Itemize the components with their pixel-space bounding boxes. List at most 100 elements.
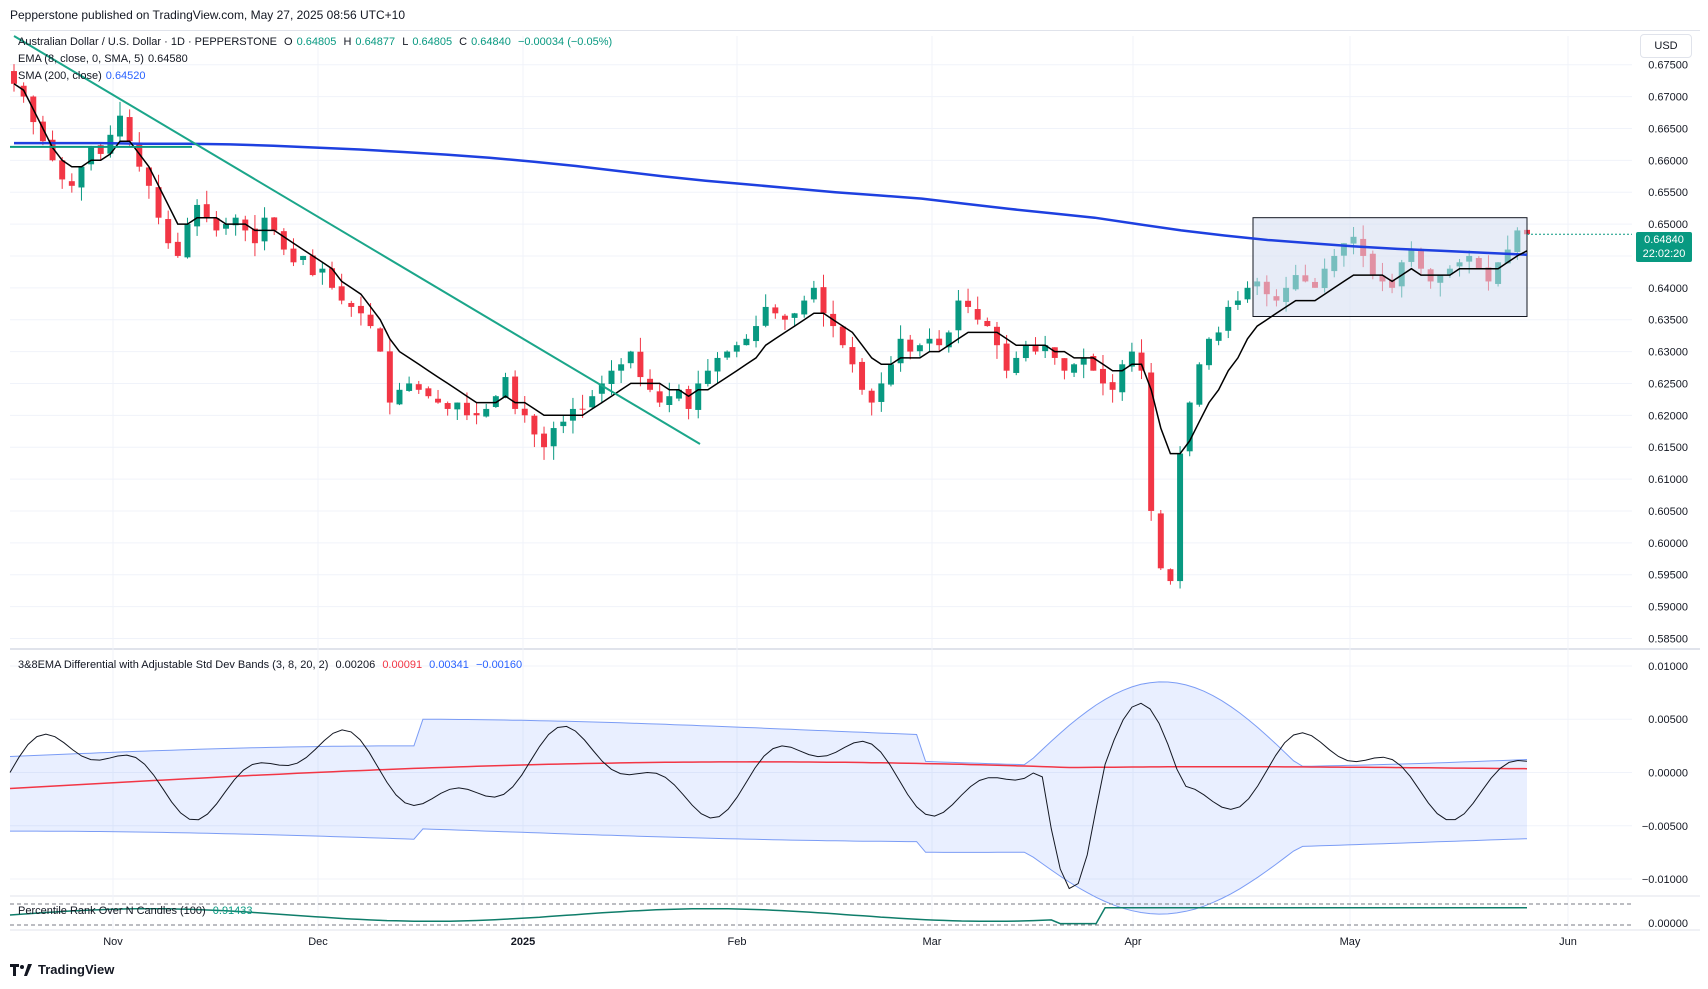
- candle-body: [1071, 364, 1078, 373]
- price-tick-label: 0.65500: [1648, 187, 1688, 199]
- candle-body: [184, 224, 191, 258]
- candle-body: [435, 398, 442, 403]
- price-tick-label: 0.59000: [1648, 602, 1688, 614]
- sma-200-line: [14, 141, 1528, 256]
- candle-body: [1128, 351, 1135, 367]
- footer-brand[interactable]: TradingView: [10, 962, 114, 977]
- candle-body: [473, 413, 480, 416]
- candle-body: [251, 228, 258, 244]
- candle-body: [194, 204, 201, 227]
- indicator-tick-label: 0.00500: [1648, 714, 1688, 726]
- candle-body: [1167, 569, 1174, 582]
- price-tick-label: 0.65000: [1648, 219, 1688, 231]
- time-tick-label: May: [1340, 936, 1361, 948]
- candle-body: [126, 117, 133, 142]
- indicator-tick-label: −0.00500: [1642, 821, 1688, 833]
- candle-body: [174, 241, 181, 256]
- indicator-v4: −0.00160: [475, 659, 523, 671]
- candle-body: [936, 338, 943, 346]
- candle-body: [608, 370, 615, 384]
- candle-body: [492, 396, 499, 407]
- ohlc-legend: Australian Dollar / U.S. Dollar · 1D · P…: [18, 36, 613, 48]
- time-tick-label: Apr: [1124, 936, 1141, 948]
- std-dev-band-fill: [10, 681, 1527, 915]
- candle-body: [242, 219, 249, 231]
- indicator-v3: 0.00341: [429, 659, 469, 671]
- candle-body: [589, 396, 596, 408]
- candle-body: [300, 255, 307, 260]
- candle-body: [685, 389, 692, 409]
- candle-body: [762, 306, 769, 326]
- candle-body: [1234, 300, 1241, 305]
- candle-body: [531, 415, 538, 435]
- candle-body: [820, 287, 827, 314]
- candle-body: [878, 383, 885, 402]
- candle-body: [1032, 345, 1039, 352]
- time-tick-label: Jun: [1559, 936, 1577, 948]
- candle-body: [810, 287, 817, 300]
- price-tick-label: 0.60000: [1648, 538, 1688, 550]
- candle-body: [984, 320, 991, 327]
- candle-body: [49, 139, 56, 161]
- candle-body: [232, 217, 239, 226]
- currency-button[interactable]: USD: [1640, 34, 1692, 58]
- candle-body: [1244, 287, 1251, 300]
- candle-body: [396, 389, 403, 405]
- candle-body: [117, 115, 123, 137]
- candle-body: [560, 421, 567, 427]
- candle-body: [78, 166, 85, 188]
- candle-body: [887, 364, 894, 385]
- open-value: 0.64805: [296, 36, 337, 48]
- sma-legend[interactable]: SMA (200, close) 0.64520: [18, 70, 146, 82]
- candle-body: [454, 402, 461, 410]
- candle-body: [897, 338, 904, 364]
- indicator-v1: 0.00206: [335, 659, 376, 671]
- candle-body: [463, 402, 470, 416]
- candle-body: [1225, 306, 1232, 331]
- candle-body: [868, 390, 875, 403]
- candle-body: [704, 370, 711, 384]
- candle-body: [859, 361, 866, 390]
- candle-body: [1080, 357, 1087, 365]
- candle-body: [68, 181, 75, 186]
- candle-body: [145, 167, 152, 186]
- candle-body: [945, 332, 952, 348]
- downtrend-line: [13, 35, 701, 445]
- candle-body: [203, 204, 210, 218]
- price-tick-label: 0.67500: [1648, 60, 1688, 72]
- candle-body: [772, 307, 779, 314]
- candle-body: [1042, 345, 1049, 352]
- candle-body: [1177, 453, 1184, 582]
- percentile-legend[interactable]: Percentile Rank Over N Candles (100) 0.9…: [18, 905, 253, 917]
- candle-body: [801, 300, 808, 315]
- ema-legend[interactable]: EMA (8, close, 0, SMA, 5) 0.64580: [18, 53, 188, 65]
- publish-line: Pepperstone published on TradingView.com…: [10, 8, 406, 22]
- candle-body: [656, 391, 663, 403]
- candle-body: [309, 255, 316, 276]
- candle-body: [280, 231, 287, 250]
- candle-body: [319, 268, 326, 273]
- candle-body: [290, 248, 297, 263]
- candle-body: [1061, 358, 1068, 371]
- price-tick-label: 0.61000: [1648, 474, 1688, 486]
- candle-body: [579, 408, 586, 410]
- candle-body: [483, 408, 490, 417]
- candle-body: [839, 326, 846, 346]
- candle-body: [965, 300, 972, 307]
- price-tick-label: 0.67000: [1648, 92, 1688, 104]
- time-tick-label: 2025: [511, 936, 535, 948]
- candle-body: [849, 347, 856, 365]
- candle-body: [753, 326, 760, 342]
- candle-body: [627, 351, 634, 364]
- percentile-tick-label: 0.00000: [1648, 918, 1688, 930]
- candle-body: [1119, 364, 1126, 393]
- candle-body: [695, 383, 702, 410]
- candle-body: [1022, 345, 1029, 359]
- time-tick-label: Feb: [728, 936, 747, 948]
- candle-body: [39, 121, 46, 142]
- candle-body: [618, 364, 625, 371]
- indicator-legend[interactable]: 3&8EMA Differential with Adjustable Std …: [18, 659, 523, 671]
- sma-value: 0.64520: [105, 70, 146, 82]
- candle-body: [1148, 372, 1155, 511]
